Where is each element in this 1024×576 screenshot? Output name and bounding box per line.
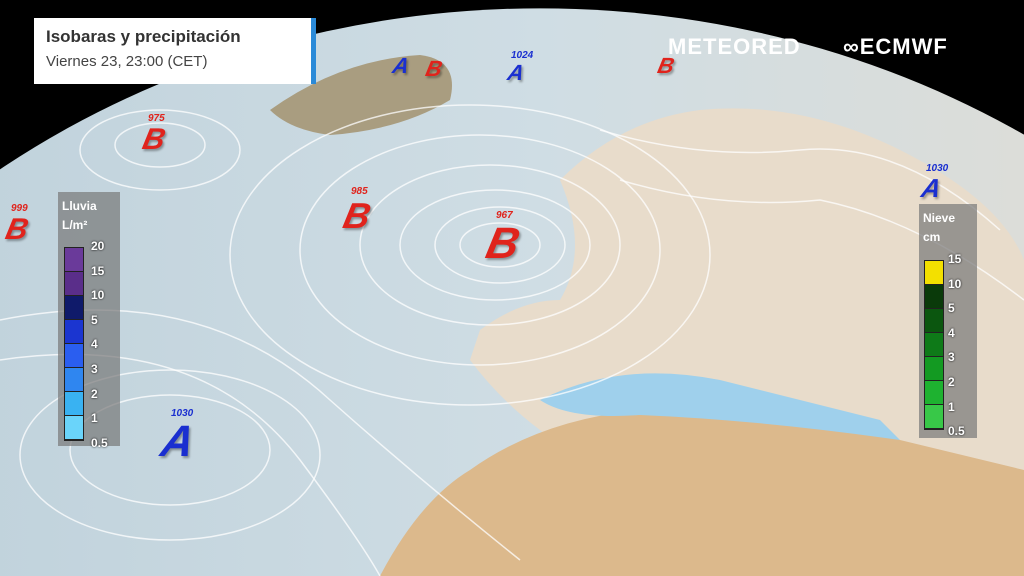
- ecmwf-logo-text: ECMWF: [859, 34, 948, 59]
- snow-color-scale: [924, 260, 944, 430]
- snow-legend-tick: 4: [948, 325, 955, 340]
- rain-legend-tick: 15: [91, 263, 105, 278]
- rain-legend-tick: 3: [91, 362, 98, 376]
- snow-legend-tick: 2: [948, 375, 955, 389]
- snow-scale-swatch: [925, 261, 943, 285]
- ecmwf-logo: ∞ECMWF: [843, 34, 948, 60]
- pressure-value: 1030: [171, 408, 194, 419]
- rain-legend-tick: 2: [91, 386, 98, 401]
- pressure-value: 999: [11, 203, 28, 214]
- rain-scale-swatch: [65, 344, 83, 368]
- snow-scale-swatch: [925, 309, 943, 333]
- mediterranean-sea: [540, 373, 900, 440]
- rain-legend-tick: 4: [91, 337, 98, 352]
- snow-legend-unit: cm: [923, 230, 941, 244]
- rain-legend-title: Lluvia: [62, 199, 97, 213]
- rain-legend-tick: 5: [91, 312, 98, 327]
- rain-scale-swatch: [65, 248, 83, 272]
- rain-scale-swatch: [65, 320, 83, 344]
- rain-scale-swatch: [65, 392, 83, 416]
- snow-legend-tick: 3: [948, 350, 955, 365]
- pressure-value: 1024: [511, 50, 534, 61]
- rain-scale-swatch: [65, 368, 83, 392]
- snow-legend-tick: 1: [948, 399, 955, 414]
- rain-scale-swatch: [65, 416, 83, 440]
- snow-scale-swatch: [925, 333, 943, 357]
- map-title-box: Isobaras y precipitación Viernes 23, 23:…: [34, 18, 316, 84]
- pressure-value: 985: [351, 186, 368, 197]
- greenland-land: [270, 55, 452, 135]
- snow-legend: Nieve cm 15 10 5 4 3 2 1 0.5: [919, 204, 977, 438]
- snow-legend-title: Nieve: [923, 211, 956, 225]
- africa-land: [380, 408, 1024, 576]
- rain-scale-swatch: [65, 296, 83, 320]
- pressure-value: 967: [496, 210, 513, 221]
- snow-legend-tick: 0.5: [948, 424, 965, 439]
- snow-legend-tick: 10: [948, 276, 962, 291]
- rain-legend-unit: L/m²: [62, 218, 88, 232]
- rain-scale-swatch: [65, 272, 83, 296]
- meteored-logo: METEORED: [668, 34, 801, 59]
- rain-legend-tick: 1: [91, 411, 98, 426]
- snow-scale-swatch: [925, 381, 943, 405]
- snow-legend-tick: 5: [948, 301, 955, 316]
- rain-legend: Lluvia L/m² 20 15 10 5 4 3 2 1 0.5: [58, 192, 120, 450]
- isobars: [0, 104, 1024, 576]
- rain-legend-tick: 10: [91, 288, 105, 303]
- pressure-value: 975: [148, 113, 165, 124]
- snow-scale-swatch: [925, 357, 943, 381]
- ecmwf-symbol-icon: ∞: [843, 34, 860, 59]
- rain-color-scale: [64, 247, 84, 441]
- map-title: Isobaras y precipitación: [46, 27, 241, 46]
- rain-legend-tick: 0.5: [91, 435, 108, 450]
- rain-legend-tick: 20: [91, 239, 105, 253]
- snow-legend-tick: 15: [948, 252, 962, 266]
- pressure-value: 1030: [926, 163, 949, 174]
- snow-scale-swatch: [925, 405, 943, 429]
- map-datetime: Viernes 23, 23:00 (CET): [46, 53, 208, 70]
- snow-scale-swatch: [925, 285, 943, 309]
